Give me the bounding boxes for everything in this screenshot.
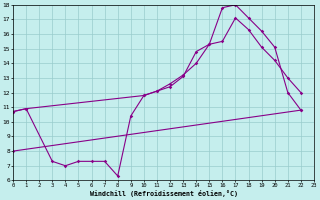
X-axis label: Windchill (Refroidissement éolien,°C): Windchill (Refroidissement éolien,°C) — [90, 190, 237, 197]
